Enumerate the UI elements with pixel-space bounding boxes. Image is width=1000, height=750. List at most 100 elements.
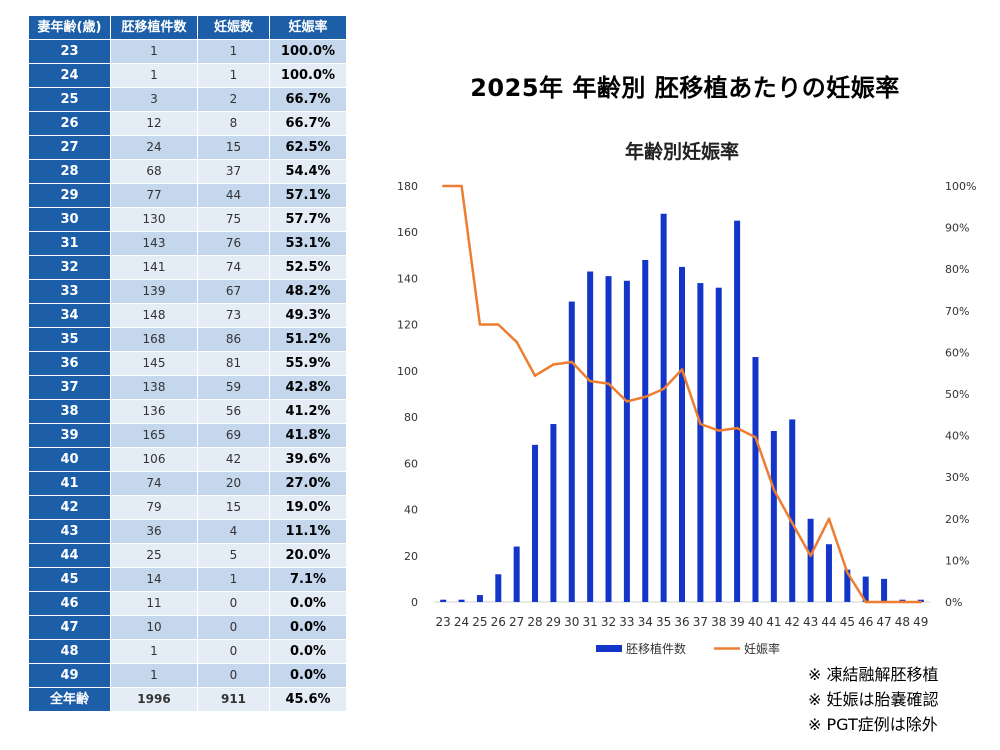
cell-transfers: 136 <box>110 399 198 424</box>
bar-36 <box>679 266 685 602</box>
x-tick-label: 30 <box>564 615 579 629</box>
cell-age: 28 <box>28 159 111 184</box>
cell-age: 29 <box>28 183 111 208</box>
x-tick-label: 47 <box>876 615 891 629</box>
y-right-tick-label: 0% <box>945 596 962 609</box>
cell-rate: 41.8% <box>269 423 347 448</box>
rate-point-24 <box>460 184 463 188</box>
rate-point-41 <box>772 488 776 491</box>
legend-bar-swatch <box>596 645 622 652</box>
rate-point-49 <box>919 600 923 604</box>
total-age: 全年齢 <box>28 687 111 712</box>
table-row: 27 24 15 62.5% <box>28 135 347 160</box>
x-tick-label: 24 <box>454 615 469 629</box>
cell-rate: 0.0% <box>269 591 347 616</box>
cell-transfers: 36 <box>110 519 198 544</box>
pregnancy-rate-table: 妻年齢(歳) 胚移植件数 妊娠数 妊娠率 23 1 1 100.0% 24 1 1 100.0… <box>28 15 347 712</box>
cell-pregnancies: 76 <box>197 231 270 256</box>
y-right-tick-label: 10% <box>945 554 969 567</box>
cell-rate: 57.7% <box>269 207 347 232</box>
y-right-tick-label: 60% <box>945 346 969 359</box>
cell-pregnancies: 1 <box>197 39 270 64</box>
bar-31 <box>587 271 594 602</box>
cell-transfers: 145 <box>110 351 198 376</box>
legend-bar-label: 胚移植件数 <box>626 641 686 656</box>
x-tick-label: 31 <box>583 615 598 629</box>
rate-point-25 <box>478 323 482 326</box>
cell-pregnancies: 0 <box>197 639 270 664</box>
table-row: 31 143 76 53.1% <box>28 231 347 256</box>
cell-age: 34 <box>28 303 111 328</box>
cell-pregnancies: 4 <box>197 519 270 544</box>
bar-27 <box>513 546 520 602</box>
cell-transfers: 148 <box>110 303 198 328</box>
y-left-tick-label: 0 <box>411 596 418 609</box>
rate-point-46 <box>864 600 867 604</box>
cell-pregnancies: 20 <box>197 471 270 496</box>
chart-title: 年齢別妊娠率 <box>625 140 739 163</box>
header-rate: 妊娠率 <box>269 15 347 40</box>
cell-rate: 41.2% <box>269 399 347 424</box>
rate-point-47 <box>882 600 886 604</box>
x-tick-label: 28 <box>527 615 542 629</box>
table-row: 24 1 1 100.0% <box>28 63 347 88</box>
cell-age: 41 <box>28 471 111 496</box>
table-total-row: 全年齢 1996 911 45.6% <box>28 687 347 712</box>
x-tick-label: 35 <box>656 615 671 629</box>
table-row: 30 130 75 57.7% <box>28 207 347 232</box>
x-tick-label: 44 <box>821 615 836 629</box>
rate-point-37 <box>699 422 702 426</box>
cell-transfers: 139 <box>110 279 198 304</box>
x-tick-label: 40 <box>748 615 763 629</box>
bar-30 <box>568 301 575 602</box>
cell-transfers: 3 <box>110 87 198 112</box>
cell-age: 32 <box>28 255 111 280</box>
cell-pregnancies: 8 <box>197 111 270 136</box>
cell-rate: 54.4% <box>269 159 347 184</box>
cell-rate: 53.1% <box>269 231 347 256</box>
cell-rate: 48.2% <box>269 279 347 304</box>
cell-age: 35 <box>28 327 111 352</box>
rate-point-27 <box>515 340 518 344</box>
table-row: 28 68 37 54.4% <box>28 159 347 184</box>
cell-age: 42 <box>28 495 111 520</box>
cell-rate: 66.7% <box>269 87 347 112</box>
y-right-tick-label: 30% <box>945 471 969 484</box>
cell-pregnancies: 15 <box>197 135 270 160</box>
cell-rate: 7.1% <box>269 567 347 592</box>
x-tick-label: 32 <box>601 615 616 629</box>
cell-age: 49 <box>28 663 111 688</box>
y-left-tick-label: 60 <box>404 457 418 470</box>
y-right-tick-label: 40% <box>945 430 969 443</box>
cell-transfers: 141 <box>110 255 198 280</box>
bar-23 <box>440 599 447 602</box>
bar-42 <box>789 419 796 602</box>
x-tick-label: 38 <box>711 615 726 629</box>
cell-transfers: 25 <box>110 543 198 568</box>
cell-age: 33 <box>28 279 111 304</box>
cell-rate: 39.6% <box>269 447 347 472</box>
page-title: 2025年 年齢別 胚移植あたりの妊娠率 <box>470 74 900 102</box>
note-pregnancy-definition: ※ 妊娠は胎嚢確認 <box>808 690 939 709</box>
x-tick-label: 45 <box>840 615 855 629</box>
rate-point-38 <box>717 429 720 432</box>
cell-age: 44 <box>28 543 111 568</box>
table-row: 29 77 44 57.1% <box>28 183 347 208</box>
x-tick-label: 29 <box>546 615 561 629</box>
cell-rate: 66.7% <box>269 111 347 136</box>
rate-point-23 <box>441 184 445 188</box>
y-left-tick-label: 20 <box>404 550 418 563</box>
x-tick-label: 42 <box>785 615 800 629</box>
cell-rate: 49.3% <box>269 303 347 328</box>
cell-rate: 100.0% <box>269 63 347 88</box>
bar-24 <box>458 599 465 602</box>
y-left-tick-label: 120 <box>397 319 418 332</box>
table-row: 41 74 20 27.0% <box>28 471 347 496</box>
cell-rate: 27.0% <box>269 471 347 496</box>
cell-transfers: 138 <box>110 375 198 400</box>
table-header-row: 妻年齢(歳) 胚移植件数 妊娠数 妊娠率 <box>28 15 347 40</box>
bar-26 <box>495 574 502 602</box>
bar-34 <box>642 259 649 602</box>
bar-35 <box>660 213 667 602</box>
cell-pregnancies: 15 <box>197 495 270 520</box>
